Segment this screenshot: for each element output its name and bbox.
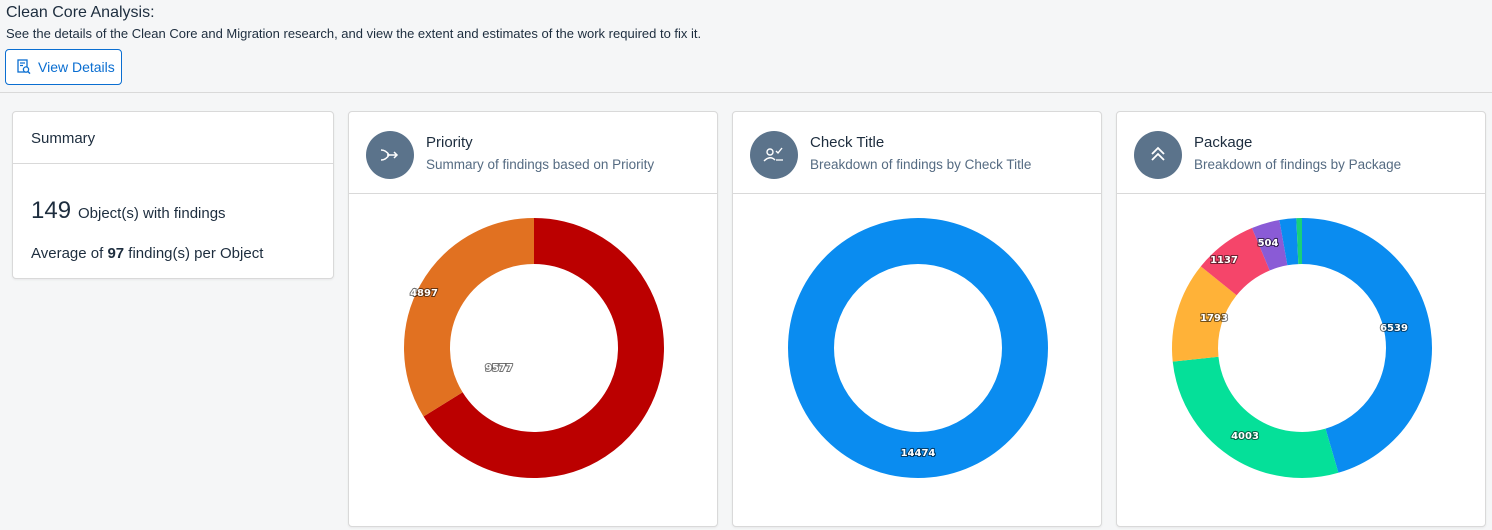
donut-slice[interactable]: [1172, 266, 1238, 362]
data-label: 4897: [410, 288, 438, 299]
donut-slice[interactable]: [1301, 218, 1432, 473]
donut-slice[interactable]: [1172, 356, 1339, 478]
card-divider: [349, 193, 717, 194]
average-findings: Average of 97 finding(s) per Object: [31, 245, 263, 262]
package-donut-chart: 6539 4003 1793 1137 504: [1172, 218, 1432, 478]
average-prefix: Average of: [31, 245, 108, 262]
priority-subtitle: Summary of findings based on Priority: [426, 157, 655, 172]
check-title-title: Check Title: [810, 134, 885, 151]
check-title-donut-chart: 14474: [788, 218, 1048, 478]
data-label: 9577: [485, 363, 513, 374]
page-header: Clean Core Analysis: See the details of …: [0, 0, 1492, 93]
data-label: 6539: [1380, 323, 1408, 334]
check-title-subtitle: Breakdown of findings by Check Title: [810, 157, 1032, 172]
data-label: 504: [1258, 238, 1279, 249]
summary-title: Summary: [31, 130, 96, 147]
user-check-icon: [750, 131, 798, 179]
donut-slice[interactable]: [1251, 219, 1288, 271]
card-divider: [733, 193, 1101, 194]
summary-card: Summary 149 Object(s) with findings Aver…: [12, 111, 334, 279]
data-label: 1137: [1210, 255, 1238, 266]
object-count-label: Object(s) with findings: [78, 205, 226, 222]
report-search-icon: [16, 59, 32, 75]
view-details-button[interactable]: View Details: [5, 49, 122, 85]
priority-title: Priority: [426, 134, 473, 151]
card-divider: [1117, 193, 1485, 194]
priority-arrow-icon: [366, 131, 414, 179]
check-title-card: Check Title Breakdown of findings by Che…: [732, 111, 1102, 527]
package-subtitle: Breakdown of findings by Package: [1194, 157, 1402, 172]
view-details-label: View Details: [38, 59, 115, 75]
package-title: Package: [1194, 134, 1253, 151]
data-label: 1793: [1200, 313, 1228, 324]
card-divider: [13, 163, 333, 164]
object-count: 149: [31, 197, 72, 224]
page-title: Clean Core Analysis:: [6, 4, 155, 21]
average-suffix: finding(s) per Object: [124, 245, 264, 262]
page-description: See the details of the Clean Core and Mi…: [6, 26, 702, 41]
average-value: 97: [107, 245, 125, 262]
priority-card: Priority Summary of findings based on Pr…: [348, 111, 718, 527]
donut-slice[interactable]: [788, 218, 1048, 478]
double-chevron-up-icon: [1134, 131, 1182, 179]
data-label: 14474: [901, 448, 936, 459]
package-card: Package Breakdown of findings by Package…: [1116, 111, 1486, 527]
data-label: 4003: [1231, 431, 1259, 442]
donut-slice[interactable]: [404, 218, 535, 417]
priority-donut-chart: 9577 4897: [404, 218, 664, 478]
donut-slice[interactable]: [1200, 228, 1271, 296]
donut-slice[interactable]: [1279, 218, 1299, 266]
donut-slice[interactable]: [423, 218, 664, 478]
